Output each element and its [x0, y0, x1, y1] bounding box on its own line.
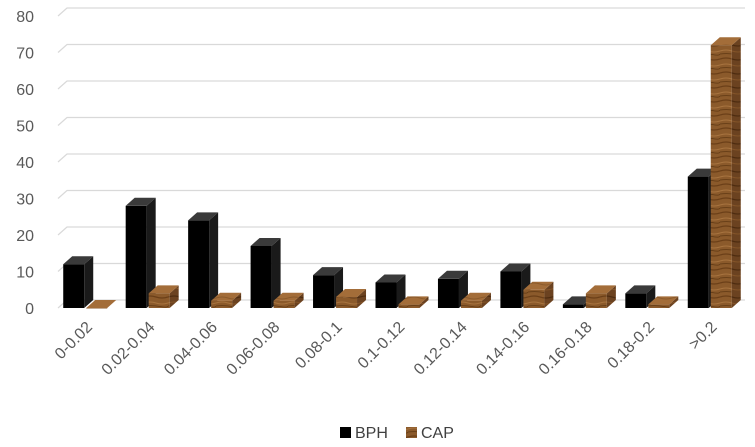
gridline-10 [57, 262, 745, 272]
bar-bph-9 [625, 285, 656, 308]
x-tick-label: 0.16-0.18 [536, 319, 596, 379]
x-axis-ticks: 0-0.02 0.02-0.04 0.04-0.06 0.06-0.08 0.08-0.… [52, 319, 721, 379]
x-tick-label: >0.2 [686, 319, 720, 353]
gridline-80 [57, 7, 745, 17]
bar-cap-9 [648, 296, 679, 308]
gridline-60 [57, 80, 745, 90]
bar-bph-0 [63, 256, 94, 308]
bar-cap-6 [460, 292, 491, 308]
bar-cap-3 [273, 292, 304, 308]
y-tick-label: 0 [25, 301, 34, 318]
y-tick-label: 20 [16, 228, 34, 245]
gridline-40 [57, 153, 745, 163]
x-tick-label: 0.18-0.2 [605, 319, 659, 373]
y-tick-label: 10 [16, 265, 34, 282]
y-axis-ticks: 0 10 20 30 40 50 60 70 80 [16, 9, 34, 318]
y-tick-label: 40 [16, 155, 34, 172]
y-tick-label: 80 [16, 9, 34, 26]
legend-label-cap: CAP [421, 425, 454, 442]
y-tick-label: 60 [16, 82, 34, 99]
bar-cap-10 [710, 37, 741, 308]
bar-cap-8 [585, 285, 616, 308]
x-tick-label: 0.02-0.04 [99, 319, 159, 379]
bar-cap-1 [148, 285, 179, 308]
legend-label-bph: BPH [355, 425, 388, 442]
x-tick-label: 0.14-0.16 [473, 319, 533, 379]
x-tick-label: 0.04-0.06 [161, 319, 221, 379]
y-tick-label: 50 [16, 119, 34, 136]
gridlines [57, 7, 745, 309]
x-tick-label: 0.08-0.1 [292, 319, 346, 373]
bar-bph-2 [188, 212, 219, 308]
gridline-20 [57, 226, 745, 236]
bar-cap-7 [523, 281, 554, 308]
bar-cap-4 [336, 289, 367, 308]
gridline-70 [57, 43, 745, 53]
bar-cap-0 [86, 300, 117, 309]
x-tick-label: 0.06-0.08 [224, 319, 284, 379]
x-tick-label: 0-0.02 [52, 319, 96, 363]
gridline-50 [57, 116, 745, 126]
bar-cap-5 [398, 296, 429, 308]
y-tick-label: 70 [16, 46, 34, 63]
legend-swatch-bph [340, 427, 351, 438]
x-tick-label: 0.12-0.14 [411, 319, 471, 379]
bar-cap-2 [211, 292, 242, 308]
bar-bph-5 [375, 274, 406, 308]
y-tick-label: 30 [16, 192, 34, 209]
legend: BPH CAP [340, 425, 454, 442]
bar-bph-1 [125, 197, 156, 308]
gridline-30 [57, 189, 745, 199]
bars [63, 37, 741, 309]
x-tick-label: 0.1-0.12 [355, 319, 409, 373]
legend-swatch-cap [406, 427, 417, 438]
bar-bph-3 [250, 237, 281, 308]
